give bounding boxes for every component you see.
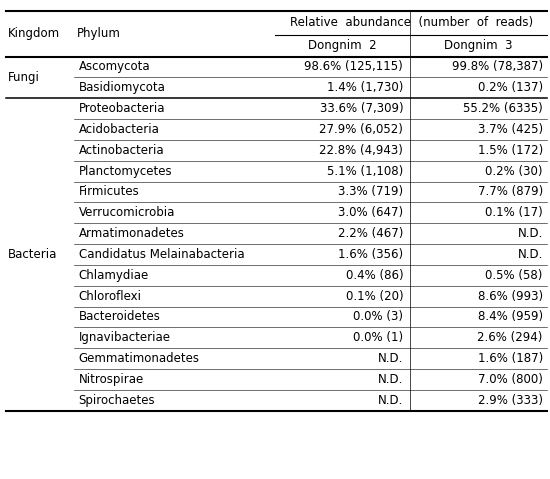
Text: 0.4% (86): 0.4% (86) (345, 269, 403, 282)
Text: 1.4% (1,730): 1.4% (1,730) (327, 81, 403, 94)
Text: 7.7% (879): 7.7% (879) (477, 185, 543, 198)
Text: Nitrospirae: Nitrospirae (79, 373, 144, 386)
Text: 3.3% (719): 3.3% (719) (338, 185, 403, 198)
Text: Spirochaetes: Spirochaetes (79, 394, 155, 407)
Text: Candidatus Melainabacteria: Candidatus Melainabacteria (79, 248, 244, 261)
Text: 1.6% (356): 1.6% (356) (338, 248, 403, 261)
Text: 99.8% (78,387): 99.8% (78,387) (452, 60, 543, 73)
Text: 1.5% (172): 1.5% (172) (477, 144, 543, 157)
Text: 0.2% (30): 0.2% (30) (485, 165, 543, 178)
Text: 27.9% (6,052): 27.9% (6,052) (319, 123, 403, 136)
Text: 2.6% (294): 2.6% (294) (477, 331, 543, 344)
Text: 0.2% (137): 0.2% (137) (478, 81, 543, 94)
Text: N.D.: N.D. (378, 373, 403, 386)
Text: Chlamydiae: Chlamydiae (79, 269, 149, 282)
Text: Verrucomicrobia: Verrucomicrobia (79, 206, 175, 219)
Text: 2.9% (333): 2.9% (333) (478, 394, 543, 407)
Text: 1.6% (187): 1.6% (187) (477, 352, 543, 365)
Text: Phylum: Phylum (77, 27, 121, 40)
Text: Planctomycetes: Planctomycetes (79, 165, 172, 178)
Text: Ascomycota: Ascomycota (79, 60, 150, 73)
Text: Fungi: Fungi (8, 71, 40, 84)
Text: 8.4% (959): 8.4% (959) (478, 310, 543, 323)
Text: Chloroflexi: Chloroflexi (79, 290, 142, 303)
Text: N.D.: N.D. (378, 394, 403, 407)
Text: Firmicutes: Firmicutes (79, 185, 139, 198)
Text: Dongnim  3: Dongnim 3 (444, 39, 513, 53)
Text: 3.0% (647): 3.0% (647) (338, 206, 403, 219)
Text: Bacteria: Bacteria (8, 248, 58, 261)
Text: 33.6% (7,309): 33.6% (7,309) (320, 102, 403, 115)
Text: Ignavibacteriae: Ignavibacteriae (79, 331, 170, 344)
Text: Relative  abundance  (number  of  reads): Relative abundance (number of reads) (289, 16, 533, 30)
Text: 0.1% (20): 0.1% (20) (345, 290, 403, 303)
Text: N.D.: N.D. (518, 227, 543, 240)
Text: 0.0% (3): 0.0% (3) (353, 310, 403, 323)
Text: Gemmatimonadetes: Gemmatimonadetes (79, 352, 200, 365)
Text: 98.6% (125,115): 98.6% (125,115) (304, 60, 403, 73)
Text: Actinobacteria: Actinobacteria (79, 144, 164, 157)
Text: 2.2% (467): 2.2% (467) (338, 227, 403, 240)
Text: 55.2% (6335): 55.2% (6335) (463, 102, 543, 115)
Text: 5.1% (1,108): 5.1% (1,108) (327, 165, 403, 178)
Text: Acidobacteria: Acidobacteria (79, 123, 160, 136)
Text: 0.0% (1): 0.0% (1) (353, 331, 403, 344)
Text: Kingdom: Kingdom (8, 27, 60, 40)
Text: Dongnim  2: Dongnim 2 (308, 39, 377, 53)
Text: Basidiomycota: Basidiomycota (79, 81, 166, 94)
Text: 7.0% (800): 7.0% (800) (478, 373, 543, 386)
Text: Bacteroidetes: Bacteroidetes (79, 310, 161, 323)
Text: 0.5% (58): 0.5% (58) (486, 269, 543, 282)
Text: Proteobacteria: Proteobacteria (79, 102, 165, 115)
Text: N.D.: N.D. (378, 352, 403, 365)
Text: 8.6% (993): 8.6% (993) (478, 290, 543, 303)
Text: 22.8% (4,943): 22.8% (4,943) (319, 144, 403, 157)
Text: N.D.: N.D. (518, 248, 543, 261)
Text: 0.1% (17): 0.1% (17) (485, 206, 543, 219)
Text: Armatimonadetes: Armatimonadetes (79, 227, 185, 240)
Text: 3.7% (425): 3.7% (425) (478, 123, 543, 136)
